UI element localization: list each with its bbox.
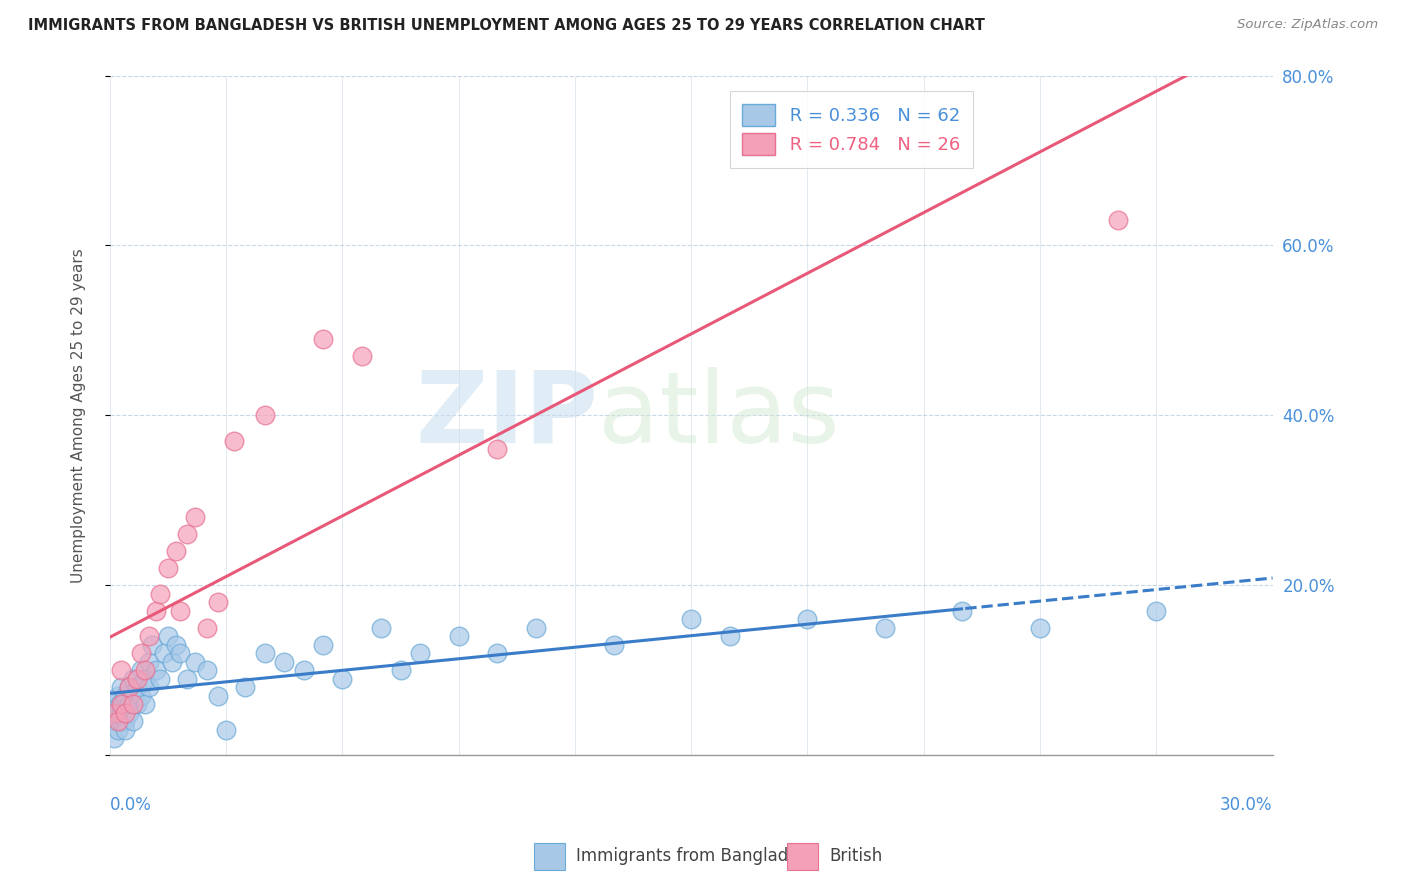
Point bbox=[215, 723, 238, 737]
Point bbox=[145, 664, 167, 678]
Point bbox=[156, 629, 179, 643]
Point bbox=[524, 621, 547, 635]
Point bbox=[165, 638, 187, 652]
Point bbox=[118, 681, 141, 695]
Point bbox=[129, 646, 152, 660]
Y-axis label: Unemployment Among Ages 25 to 29 years: Unemployment Among Ages 25 to 29 years bbox=[72, 248, 86, 582]
Point bbox=[486, 442, 509, 457]
Point bbox=[273, 655, 295, 669]
Point bbox=[370, 621, 392, 635]
Text: ZIP: ZIP bbox=[415, 367, 598, 464]
Point bbox=[873, 621, 896, 635]
Text: IMMIGRANTS FROM BANGLADESH VS BRITISH UNEMPLOYMENT AMONG AGES 25 TO 29 YEARS COR: IMMIGRANTS FROM BANGLADESH VS BRITISH UN… bbox=[28, 18, 986, 33]
Text: British: British bbox=[830, 847, 883, 865]
Point bbox=[176, 672, 198, 686]
Point bbox=[312, 332, 335, 346]
Point bbox=[129, 664, 152, 678]
Legend:  R = 0.336   N = 62,  R = 0.784   N = 26: R = 0.336 N = 62, R = 0.784 N = 26 bbox=[730, 91, 973, 168]
Point bbox=[1029, 621, 1052, 635]
Point bbox=[112, 698, 135, 712]
Point bbox=[681, 612, 703, 626]
Point bbox=[114, 689, 136, 703]
Point bbox=[332, 672, 354, 686]
Point bbox=[107, 706, 129, 720]
Point bbox=[222, 434, 245, 448]
Text: Immigrants from Bangladesh: Immigrants from Bangladesh bbox=[576, 847, 818, 865]
Point bbox=[110, 698, 132, 712]
Point bbox=[134, 664, 156, 678]
Point bbox=[312, 638, 335, 652]
Point bbox=[160, 655, 183, 669]
Point bbox=[184, 655, 207, 669]
Point bbox=[195, 621, 218, 635]
Point bbox=[125, 681, 148, 695]
Point bbox=[153, 646, 176, 660]
Point bbox=[486, 646, 509, 660]
Point bbox=[122, 714, 145, 729]
Point bbox=[138, 655, 160, 669]
Text: 0.0%: 0.0% bbox=[110, 797, 152, 814]
Point bbox=[195, 664, 218, 678]
Point bbox=[103, 698, 125, 712]
Point bbox=[145, 604, 167, 618]
Point bbox=[176, 527, 198, 541]
Point bbox=[169, 604, 191, 618]
Point bbox=[114, 723, 136, 737]
Point bbox=[718, 629, 741, 643]
Point bbox=[122, 689, 145, 703]
Point bbox=[118, 698, 141, 712]
Point bbox=[207, 595, 229, 609]
Point bbox=[149, 672, 172, 686]
Point bbox=[350, 349, 373, 363]
Point bbox=[110, 664, 132, 678]
Point bbox=[207, 689, 229, 703]
Point bbox=[114, 714, 136, 729]
Point bbox=[107, 714, 129, 729]
Point bbox=[165, 544, 187, 558]
Point bbox=[952, 604, 974, 618]
Point bbox=[101, 714, 124, 729]
Point bbox=[107, 723, 129, 737]
Point bbox=[389, 664, 412, 678]
Point bbox=[141, 638, 163, 652]
Point bbox=[184, 510, 207, 524]
Point bbox=[125, 672, 148, 686]
Point bbox=[103, 731, 125, 746]
Text: 30.0%: 30.0% bbox=[1220, 797, 1272, 814]
Point bbox=[107, 689, 129, 703]
Text: atlas: atlas bbox=[598, 367, 839, 464]
Point bbox=[122, 672, 145, 686]
Point bbox=[118, 706, 141, 720]
Point bbox=[103, 706, 125, 720]
Point bbox=[134, 698, 156, 712]
Point bbox=[149, 587, 172, 601]
Point bbox=[108, 698, 131, 712]
Point bbox=[1144, 604, 1167, 618]
Point bbox=[235, 681, 257, 695]
Point bbox=[409, 646, 432, 660]
Point bbox=[129, 689, 152, 703]
Point bbox=[110, 714, 132, 729]
Point bbox=[110, 706, 132, 720]
Point bbox=[114, 706, 136, 720]
Point bbox=[169, 646, 191, 660]
Point bbox=[118, 681, 141, 695]
Point bbox=[253, 646, 276, 660]
Point bbox=[138, 629, 160, 643]
Text: Source: ZipAtlas.com: Source: ZipAtlas.com bbox=[1237, 18, 1378, 31]
Point bbox=[134, 672, 156, 686]
Point bbox=[125, 698, 148, 712]
Point bbox=[253, 409, 276, 423]
Point bbox=[156, 561, 179, 575]
Point bbox=[796, 612, 818, 626]
Point bbox=[138, 681, 160, 695]
Point bbox=[602, 638, 624, 652]
Point bbox=[447, 629, 470, 643]
Point bbox=[122, 698, 145, 712]
Point bbox=[1107, 213, 1129, 227]
Point bbox=[292, 664, 315, 678]
Point bbox=[110, 681, 132, 695]
Point bbox=[104, 714, 127, 729]
